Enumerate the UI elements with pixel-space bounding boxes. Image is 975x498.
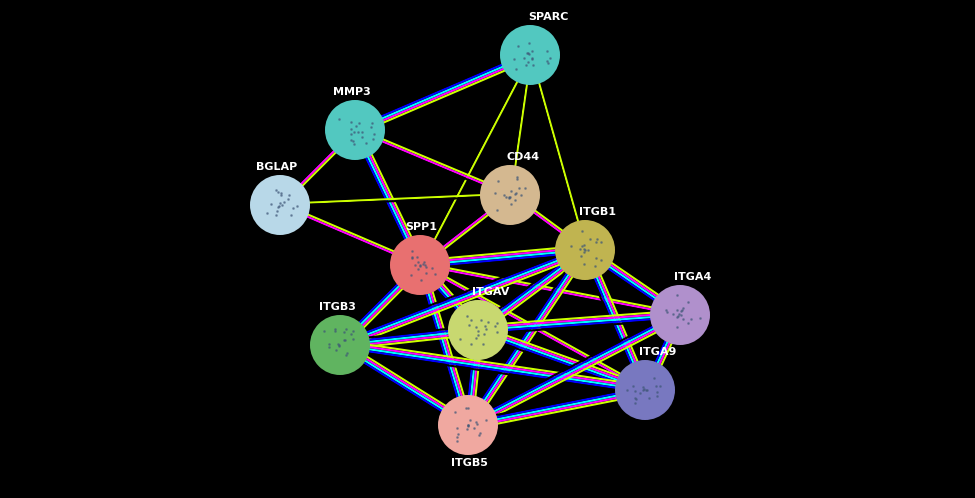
Circle shape [438, 395, 498, 455]
Text: ITGA9: ITGA9 [639, 347, 677, 357]
Text: SPARC: SPARC [527, 12, 568, 22]
Text: BGLAP: BGLAP [256, 162, 297, 172]
Text: SPP1: SPP1 [406, 222, 438, 232]
Text: ITGB3: ITGB3 [319, 302, 356, 312]
Circle shape [555, 220, 615, 280]
Circle shape [390, 235, 450, 295]
Circle shape [310, 315, 370, 375]
Text: ITGAV: ITGAV [472, 287, 509, 297]
Text: MMP3: MMP3 [333, 87, 370, 97]
Circle shape [325, 100, 385, 160]
Text: ITGB1: ITGB1 [579, 207, 616, 217]
Circle shape [250, 175, 310, 235]
Circle shape [480, 165, 540, 225]
Circle shape [448, 300, 508, 360]
Text: ITGB5: ITGB5 [451, 458, 488, 468]
Circle shape [615, 360, 675, 420]
Text: CD44: CD44 [506, 152, 539, 162]
Circle shape [500, 25, 560, 85]
Text: ITGA4: ITGA4 [674, 272, 712, 282]
Circle shape [650, 285, 710, 345]
